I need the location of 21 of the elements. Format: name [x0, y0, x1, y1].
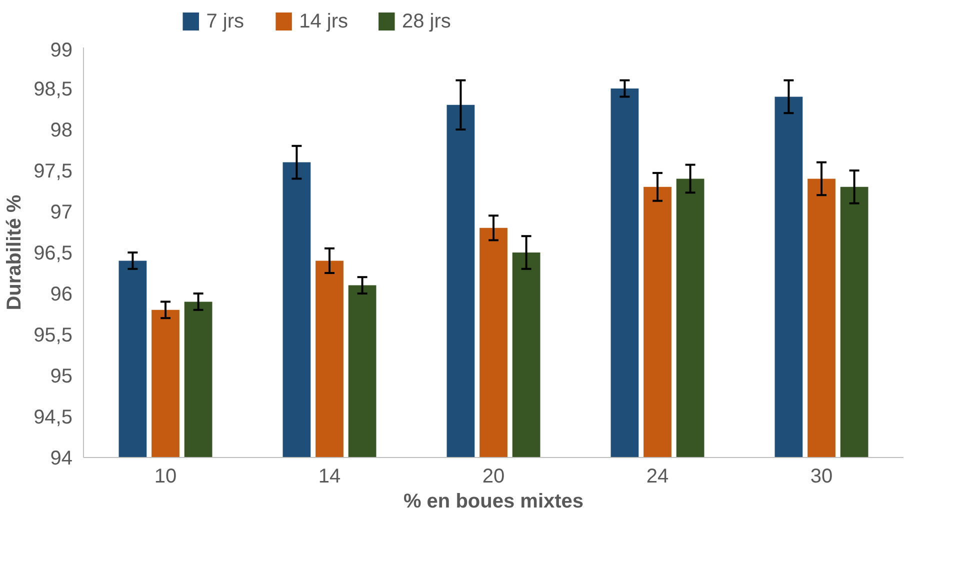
y-tick-label: 98,5 [34, 78, 73, 100]
x-axis-title: % en boues mixtes [403, 490, 584, 512]
legend-label: 28 jrs [402, 10, 451, 32]
legend-label: 7 jrs [206, 10, 244, 32]
y-tick-label: 96 [50, 284, 73, 306]
x-tick-label: 20 [482, 466, 505, 488]
x-tick-label: 14 [318, 466, 341, 488]
legend-label: 14 jrs [299, 10, 348, 32]
y-tick-label: 97 [50, 202, 73, 224]
x-tick-label: 30 [810, 466, 833, 488]
y-tick-label: 95,5 [34, 324, 73, 346]
y-tick-label: 99 [50, 40, 73, 62]
y-tick-label: 98 [50, 120, 73, 142]
y-tick-label: 94 [50, 448, 73, 470]
x-tick-label: 24 [646, 466, 669, 488]
y-tick-label: 96,5 [34, 242, 73, 264]
y-tick-label: 97,5 [34, 160, 73, 182]
y-tick-label: 95 [50, 366, 73, 388]
x-tick-label: 10 [154, 466, 177, 488]
y-tick-label: 94,5 [34, 406, 73, 428]
y-axis-title: Durabilité % [4, 194, 26, 310]
